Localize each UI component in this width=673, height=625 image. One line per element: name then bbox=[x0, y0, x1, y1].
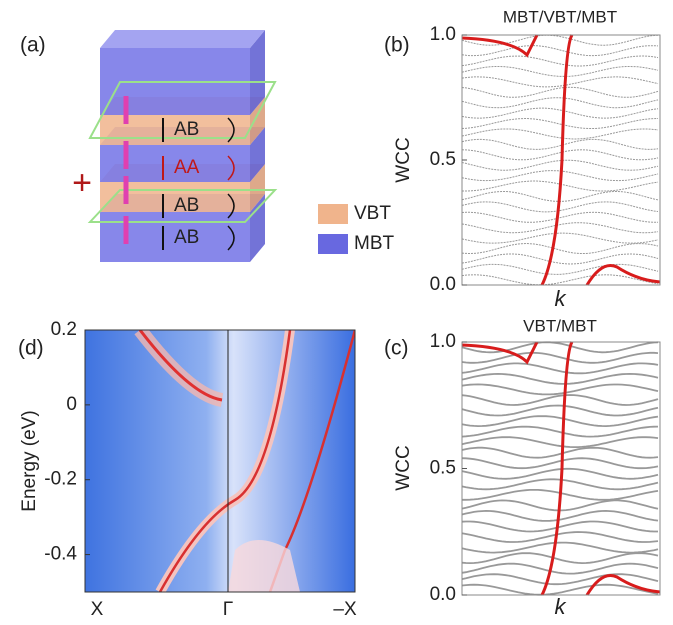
wcc-band bbox=[462, 395, 658, 405]
panel-label: (b) bbox=[384, 34, 410, 57]
y-tick-label: 0.5 bbox=[430, 149, 456, 170]
y-tick-label: 0.0 bbox=[430, 274, 456, 295]
legend-label: MBT bbox=[354, 233, 395, 254]
wcc-band bbox=[462, 363, 658, 373]
wcc-band bbox=[462, 98, 658, 108]
plot-title: MBT/VBT/MBT bbox=[503, 7, 617, 26]
wcc-band bbox=[462, 458, 658, 468]
panel-a: (a) + VBT MBT AB AA AB AB bbox=[20, 30, 395, 262]
wcc-band bbox=[462, 564, 658, 574]
wcc-band bbox=[462, 585, 658, 595]
wcc-band bbox=[462, 87, 658, 97]
y-tick-label: -0.2 bbox=[44, 469, 77, 490]
stacking-label: AB bbox=[174, 195, 199, 216]
wcc-band bbox=[462, 406, 658, 416]
wcc-band bbox=[462, 469, 658, 479]
stacking-label: AA bbox=[174, 157, 200, 178]
y-tick-label: 1.0 bbox=[430, 331, 456, 352]
wcc-band bbox=[462, 427, 658, 437]
legend-swatch bbox=[318, 234, 348, 254]
wcc-band bbox=[462, 543, 658, 553]
wcc-band bbox=[462, 46, 658, 56]
wcc-band bbox=[462, 275, 658, 285]
wcc-band bbox=[462, 67, 658, 77]
y-tick-label: 0.5 bbox=[430, 458, 456, 479]
wcc-band bbox=[462, 553, 658, 563]
stacking-label: AB bbox=[174, 227, 199, 248]
wcc-band bbox=[462, 160, 658, 170]
wcc-band bbox=[462, 448, 658, 458]
wcc-band bbox=[462, 56, 658, 66]
wcc-winding bbox=[462, 35, 660, 285]
wcc-band bbox=[462, 119, 658, 129]
x-label: k bbox=[555, 286, 567, 311]
wcc-band bbox=[462, 353, 658, 363]
wcc-band bbox=[462, 374, 658, 384]
wcc-band bbox=[462, 233, 658, 243]
wcc-band bbox=[462, 212, 658, 222]
y-tick-label: -0.4 bbox=[44, 544, 77, 565]
legend-swatch bbox=[318, 204, 348, 224]
legend-label: VBT bbox=[354, 203, 391, 224]
wcc-band bbox=[462, 108, 658, 118]
wcc-band bbox=[462, 522, 658, 532]
y-tick-label: 1.0 bbox=[430, 24, 456, 45]
x-tick-label: Γ bbox=[223, 599, 233, 620]
plus-sign: + bbox=[72, 164, 92, 202]
slab-top bbox=[100, 30, 265, 48]
wcc-band bbox=[462, 150, 658, 160]
plot-title: VBT/MBT bbox=[523, 316, 597, 335]
x-label: k bbox=[555, 594, 567, 619]
figure: (a) + VBT MBT AB AA AB AB (b) MBT/VBT/MBT W… bbox=[0, 0, 673, 625]
wcc-winding bbox=[462, 342, 660, 595]
y-tick-label: 0.0 bbox=[430, 584, 456, 605]
stacking-label: AB bbox=[174, 119, 199, 140]
y-label: WCC bbox=[393, 137, 414, 182]
wcc-band bbox=[462, 77, 658, 87]
y-label: Energy (eV) bbox=[19, 410, 40, 511]
wcc-band bbox=[462, 384, 658, 394]
spectral-map bbox=[85, 330, 355, 592]
y-tick-label: 0.2 bbox=[51, 319, 77, 340]
wcc-band bbox=[462, 244, 658, 254]
panel-label: (a) bbox=[20, 34, 46, 57]
wcc-band bbox=[462, 416, 658, 426]
y-label: WCC bbox=[393, 445, 414, 490]
wcc-band bbox=[462, 532, 658, 542]
wcc-band bbox=[462, 254, 658, 264]
panel-label: (d) bbox=[18, 337, 44, 360]
wcc-band bbox=[462, 129, 658, 139]
wcc-band bbox=[462, 139, 658, 149]
panel-label: (c) bbox=[384, 337, 409, 360]
x-tick-label: X bbox=[91, 599, 104, 620]
x-tick-label: –X bbox=[333, 599, 357, 620]
wcc-band bbox=[462, 437, 658, 447]
wcc-band bbox=[462, 223, 658, 233]
y-tick-label: 0 bbox=[66, 394, 77, 415]
